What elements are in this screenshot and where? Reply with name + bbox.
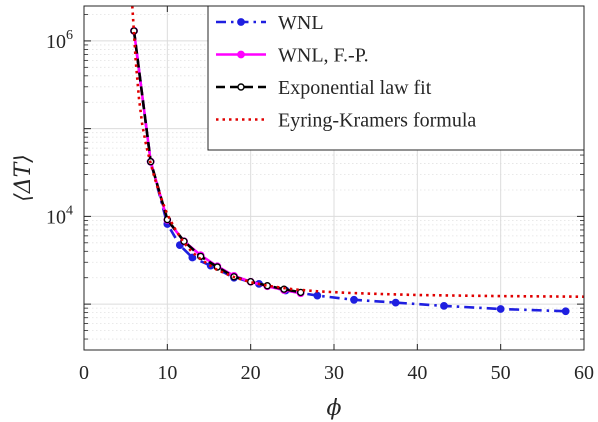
x-tick-label: 30 <box>324 362 344 384</box>
legend-label: WNL <box>278 12 324 34</box>
data-point <box>496 305 505 313</box>
series-layer <box>130 6 584 316</box>
legend-box <box>207 5 585 151</box>
legend-label: Eyring-Kramers formula <box>278 110 476 132</box>
y-axis-label: ⟨ΔT⟩ <box>11 154 36 202</box>
tick-labels: 0 10 20 30 40 50 60 104 106 <box>46 28 594 384</box>
data-point <box>350 295 358 304</box>
x-tick-label: 60 <box>574 362 594 384</box>
series-line <box>132 30 566 313</box>
x-tick-label: 0 <box>79 362 89 384</box>
data-point <box>391 298 400 307</box>
legend-label: WNL, F.-P. <box>278 45 369 67</box>
legend-marker <box>237 18 245 26</box>
legend: WNL WNL, F.-P. Exponential law fit Eyring-K… <box>207 5 585 151</box>
data-point <box>561 307 570 316</box>
data-point <box>313 291 322 300</box>
x-axis-label: ϕ <box>327 396 342 421</box>
x-tick-label: 40 <box>407 362 427 384</box>
data-point <box>440 301 448 310</box>
legend-marker <box>237 50 245 59</box>
x-tick-label: 20 <box>241 362 261 384</box>
legend-marker <box>237 83 245 91</box>
series-line <box>131 6 584 298</box>
y-tick-label: 106 <box>46 28 73 53</box>
series-3 <box>131 6 584 298</box>
x-tick-label: 50 <box>491 362 511 384</box>
x-tick-label: 10 <box>157 362 177 384</box>
data-point <box>296 288 305 297</box>
data-point <box>188 253 197 262</box>
legend-label: Exponential law fit <box>278 77 432 99</box>
y-tick-label: 104 <box>46 203 73 228</box>
